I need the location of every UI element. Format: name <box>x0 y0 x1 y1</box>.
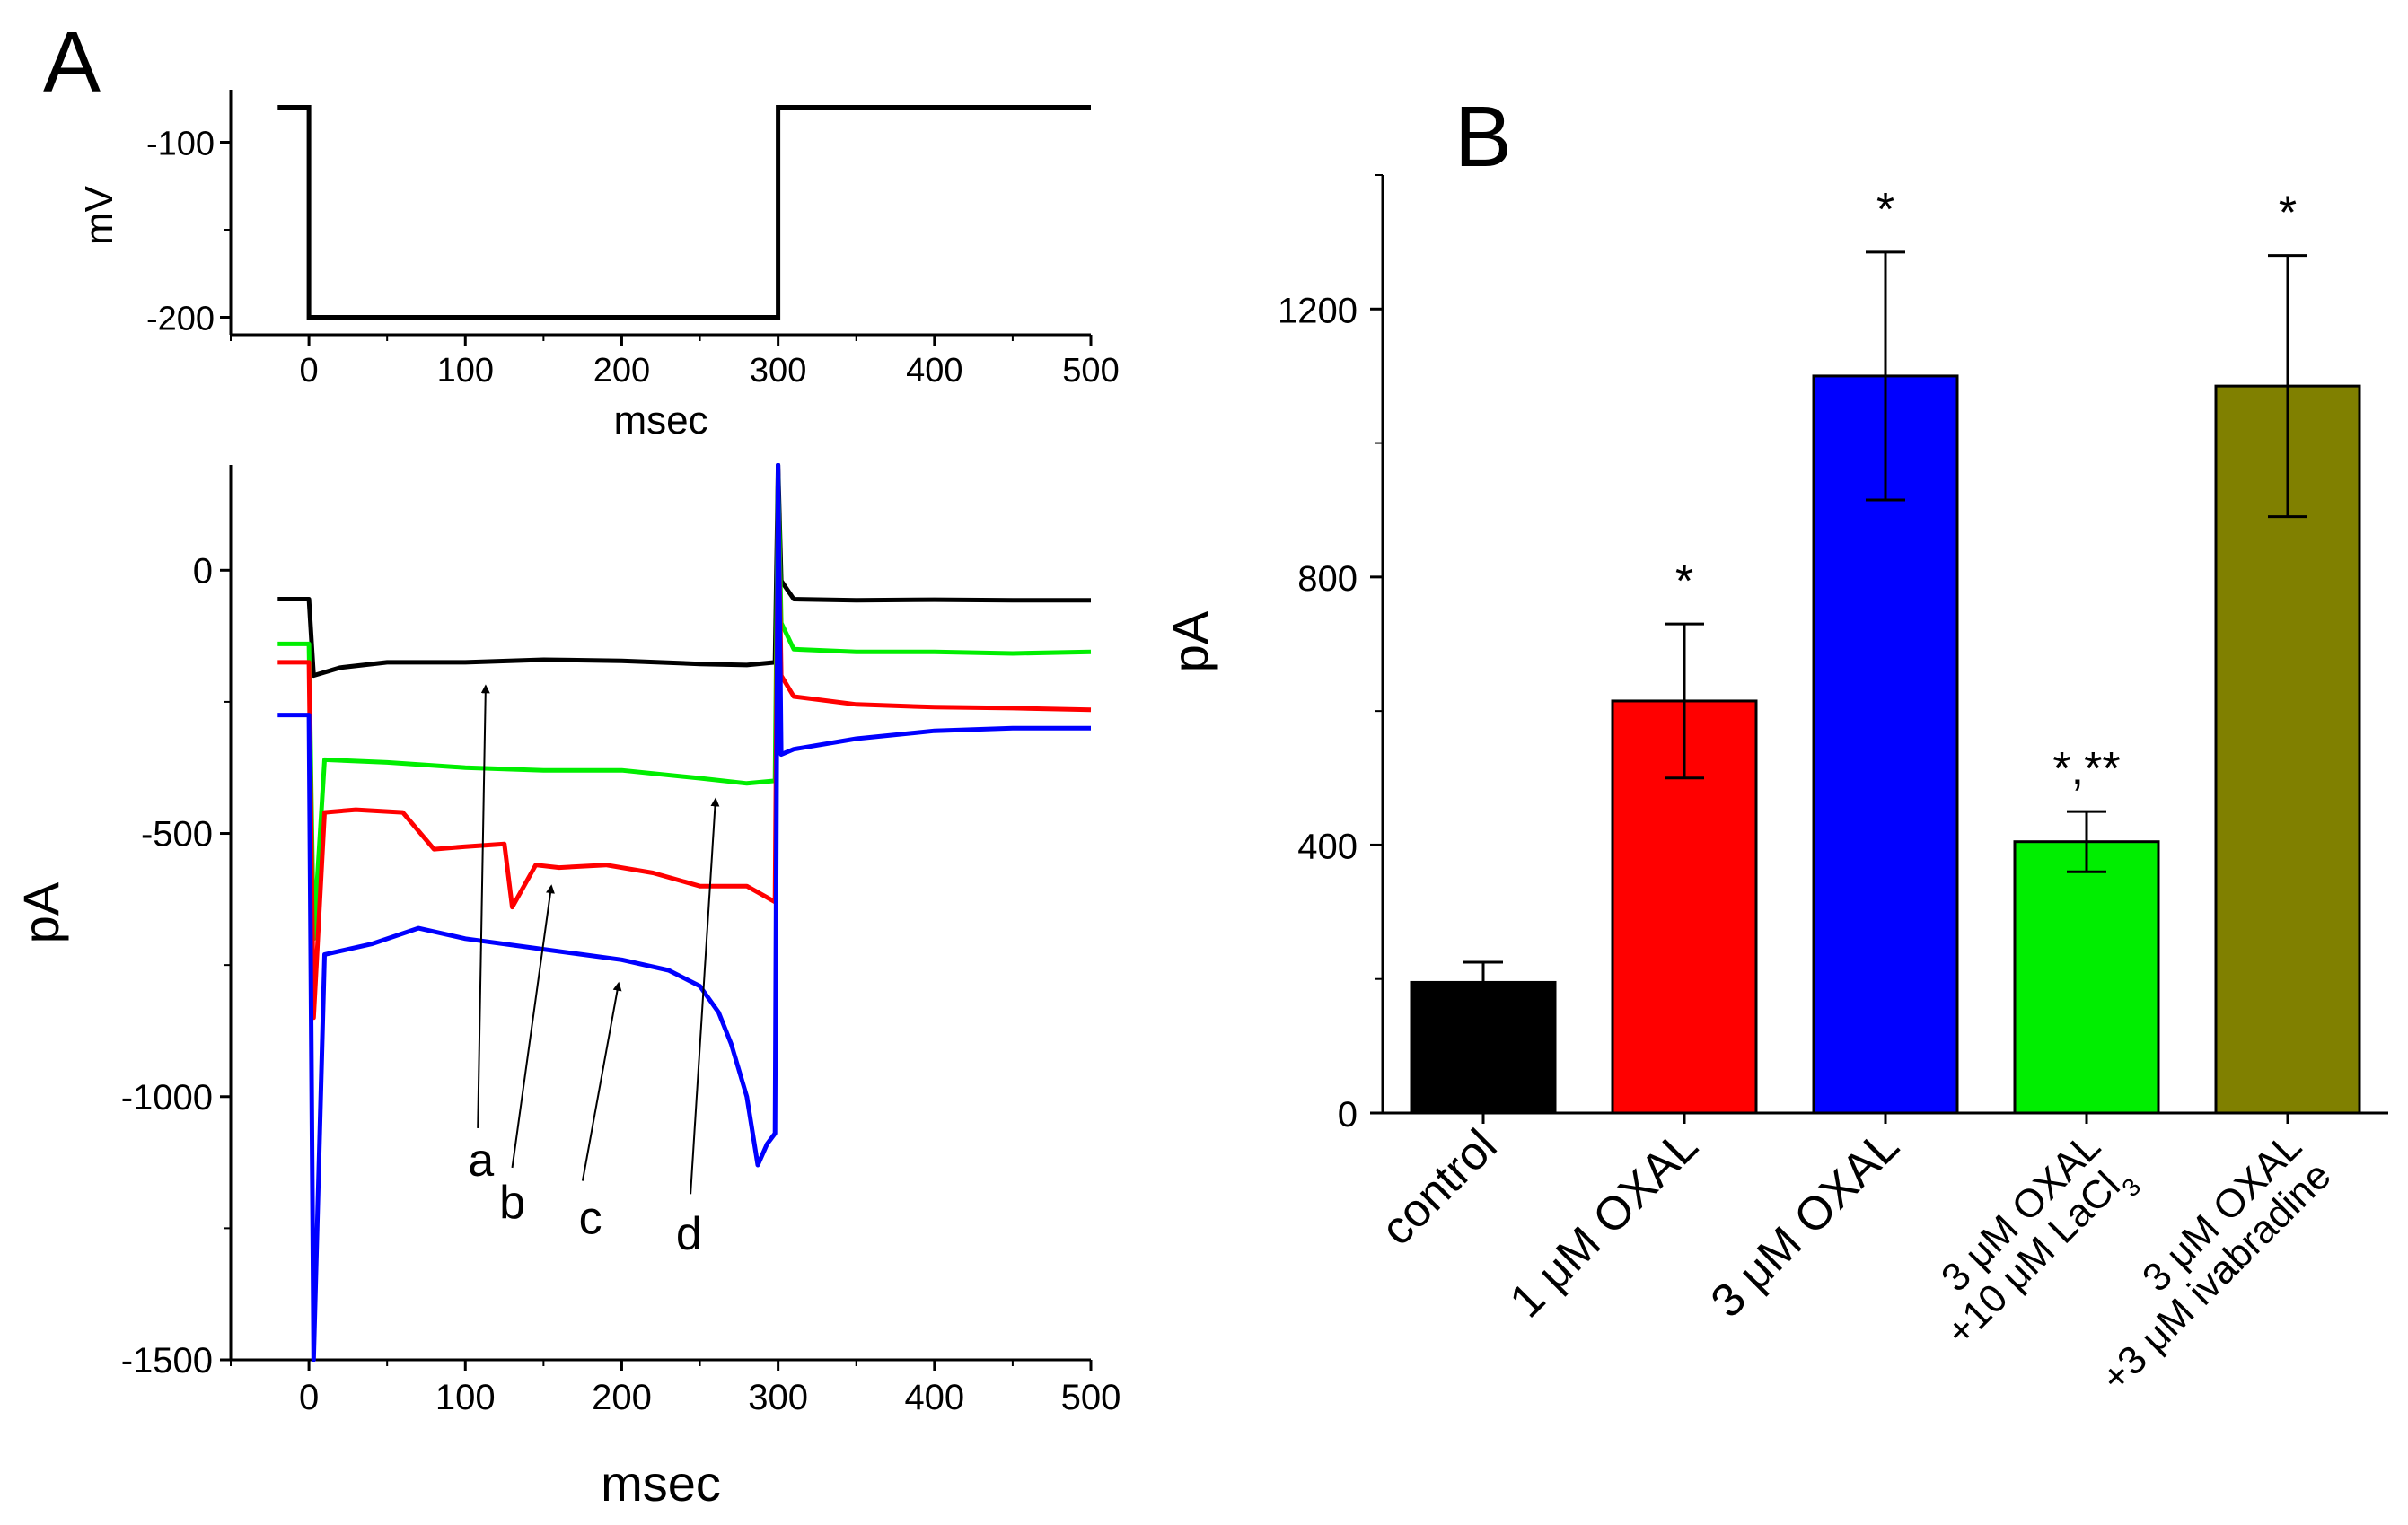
significance-marker: * <box>2279 188 2297 240</box>
y-tick-label: -200 <box>146 301 215 338</box>
trace-label-b: b <box>499 1177 525 1229</box>
y-axis-title: mV <box>77 185 121 245</box>
category-label-3: 3 μM OXAL <box>1701 1119 1910 1328</box>
category-label-1: control <box>1371 1119 1507 1255</box>
significance-marker: * <box>1675 556 1693 608</box>
x-tick-label: 0 <box>300 352 319 390</box>
y-tick-label: 800 <box>1297 559 1358 599</box>
y-tick-label: -500 <box>141 815 213 855</box>
x-tick-label: 100 <box>435 1378 496 1417</box>
panel-b-label: B <box>1454 89 1512 185</box>
y-tick-label: -1000 <box>121 1078 213 1117</box>
x-tick-label: 500 <box>1061 1378 1121 1417</box>
trace-label-d: d <box>676 1208 702 1260</box>
x-tick-label: 100 <box>437 352 494 390</box>
trace-label-c: c <box>579 1193 602 1245</box>
panel-a-label: A <box>43 14 101 110</box>
y-tick-label: -1500 <box>121 1341 213 1380</box>
category-label-4: 3 μM OXAL+10 μM LaCl3 <box>1909 1124 2146 1361</box>
trace-label-a: a <box>468 1135 494 1187</box>
x-tick-label: 300 <box>750 352 806 390</box>
x-axis-title: msec <box>613 399 707 443</box>
arrow-a <box>477 684 490 1128</box>
x-tick-label: 200 <box>592 1378 652 1417</box>
current-trace-a <box>277 463 1091 679</box>
x-tick-label: 300 <box>748 1378 808 1417</box>
bar-chart: 0 400 800 1200 pA control * 1 μM OXAL * 3 μM OXAL… <box>1162 174 2388 1400</box>
y-tick-label: 400 <box>1297 827 1358 866</box>
category-label-2: 1 μM OXAL <box>1500 1119 1709 1328</box>
y-tick-label: 0 <box>193 551 213 591</box>
y-axis-title: pA <box>13 881 69 943</box>
y-axis-title: pA <box>1162 610 1218 672</box>
x-tick-label: 400 <box>904 1378 964 1417</box>
x-tick-label: 0 <box>299 1378 319 1417</box>
voltage-protocol-plot: 0 100 200 300 400 500 -100 -200 msec mV <box>77 90 1120 443</box>
current-trace-d <box>277 463 1091 1362</box>
voltage-trace <box>277 105 1091 320</box>
arrow-d <box>690 797 720 1195</box>
y-tick-label: 0 <box>1338 1095 1358 1135</box>
current-trace-b <box>277 473 1092 942</box>
y-tick-label: 1200 <box>1278 291 1358 330</box>
x-tick-label: 200 <box>593 352 650 390</box>
current-trace-c <box>277 488 1092 1021</box>
current-traces-plot: 0 100 200 300 400 500 0 -500 -1000 -1500 msec pA ab c… <box>13 463 1121 1512</box>
significance-marker: * <box>1876 184 1894 236</box>
y-tick-label: -100 <box>146 126 215 163</box>
x-axis-title: msec <box>601 1455 721 1512</box>
category-label-5: 3 μM OXAL+3 μM ivabradine <box>2063 1124 2339 1399</box>
bar-1 <box>1410 980 1557 1115</box>
significance-marker: *,** <box>2052 743 2120 795</box>
arrow-c <box>581 981 622 1181</box>
x-tick-label: 400 <box>906 352 962 390</box>
bar-4 <box>2013 840 2160 1115</box>
x-tick-label: 500 <box>1062 352 1119 390</box>
arrow-b <box>511 884 555 1169</box>
